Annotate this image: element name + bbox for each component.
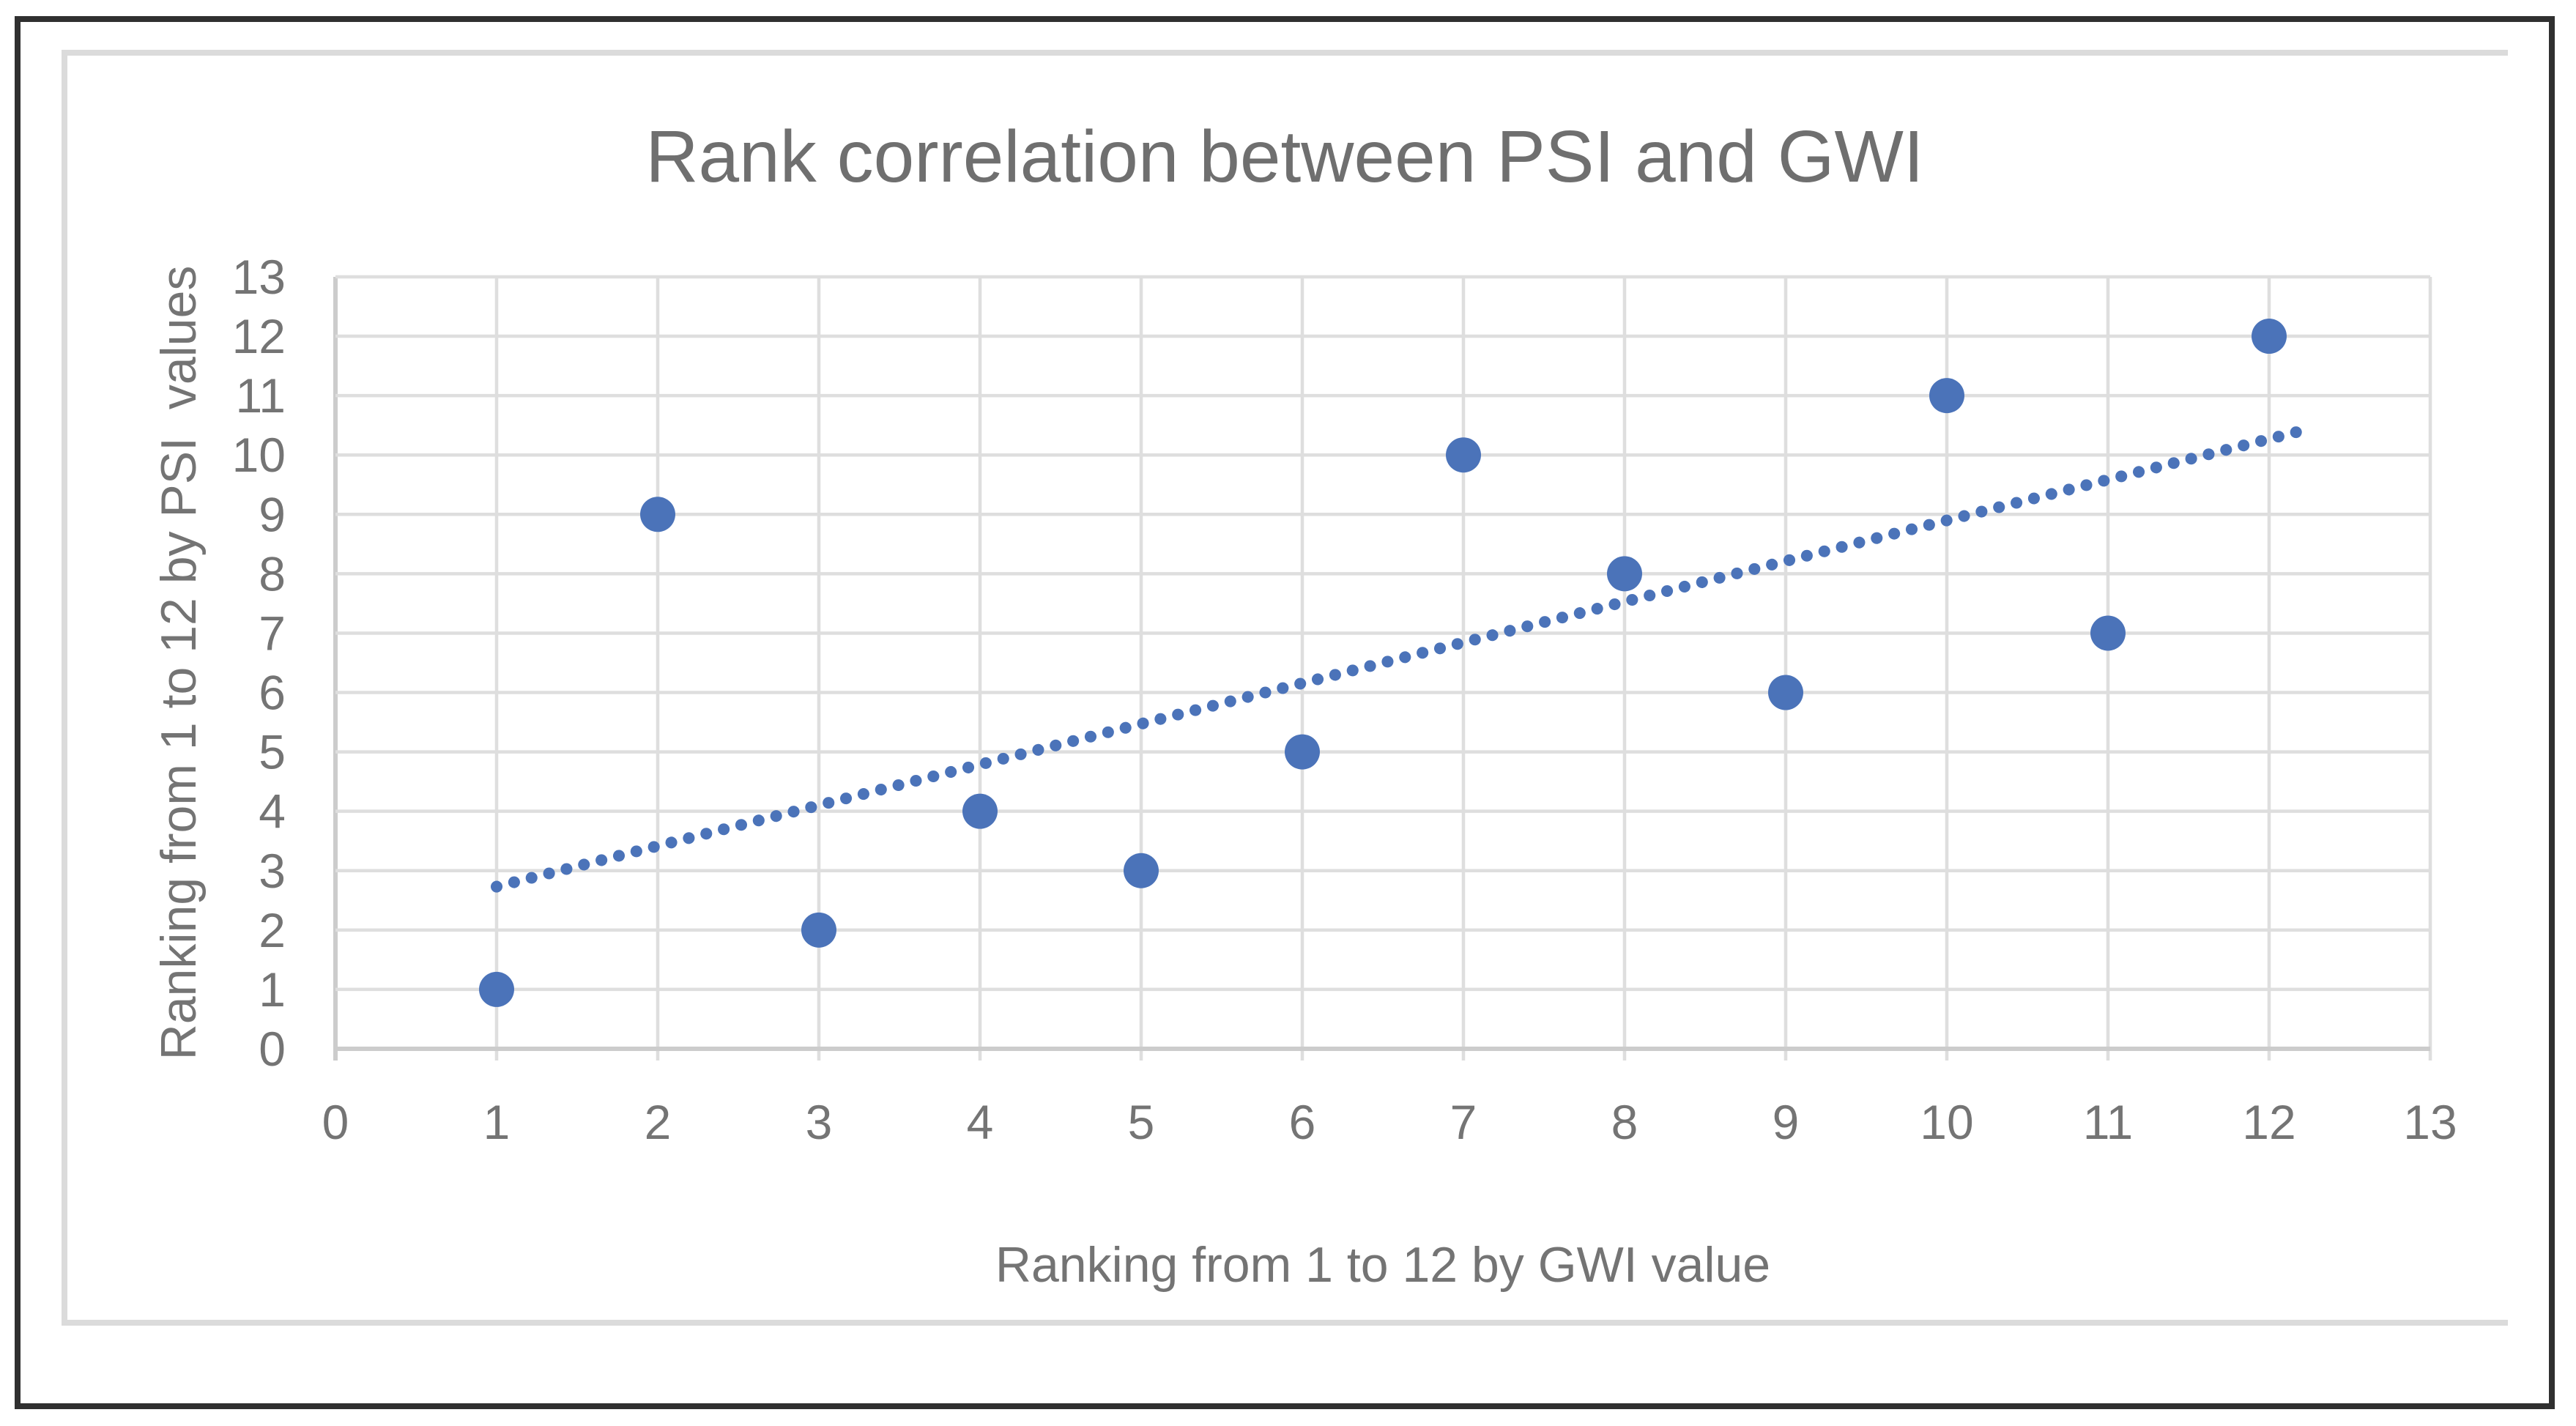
x-tick-label: 6 [1289,1095,1316,1149]
y-tick-label: 13 [232,250,286,304]
y-tick-label: 7 [259,606,286,660]
x-tick-label: 8 [1611,1095,1638,1149]
x-tick-label: 0 [322,1095,349,1149]
y-tick-label: 8 [259,546,286,601]
y-tick-label: 10 [232,428,286,482]
y-tick-label: 6 [259,666,286,720]
x-tick-label: 2 [645,1095,672,1149]
page-border [15,16,2555,1409]
x-tick-label: 10 [1920,1095,1973,1149]
data-point [1446,437,1481,473]
x-tick-label: 3 [806,1095,833,1149]
x-tick-label: 1 [483,1095,511,1149]
data-point [640,497,675,532]
x-axis-title: Ranking from 1 to 12 by GWI value [995,1237,1771,1293]
data-point [1929,378,1964,414]
y-tick-label: 12 [232,309,286,363]
data-point [1607,556,1642,592]
x-tick-label: 13 [2403,1095,2457,1149]
y-tick-label: 5 [259,725,286,779]
trendline [491,425,2307,893]
y-tick-label: 0 [259,1022,286,1076]
x-tick-label: 11 [2083,1095,2134,1149]
x-tick-label: 7 [1450,1095,1477,1149]
y-tick-label: 3 [259,844,286,898]
y-tick-label: 2 [259,903,286,957]
data-point [479,971,514,1007]
data-point [962,793,998,829]
data-point [2090,615,2126,651]
data-point [1124,853,1159,888]
x-tick-label: 4 [967,1095,994,1149]
y-tick-label: 9 [259,487,286,541]
y-tick-label: 4 [259,784,286,839]
x-tick-label: 5 [1128,1095,1155,1149]
data-point [2252,319,2287,354]
chart-title: Rank correlation between PSI and GWI [645,116,1924,198]
y-axis-title: Ranking from 1 to 12 by PSI values [151,265,207,1061]
x-tick-label: 9 [1773,1095,1800,1149]
y-tick-label: 11 [235,368,286,423]
data-point [801,912,836,948]
y-tick-label: 1 [259,962,286,1017]
data-point [1285,734,1320,770]
x-tick-label: 12 [2242,1095,2295,1149]
data-point [1768,675,1803,710]
chart-frame [62,50,2508,1326]
